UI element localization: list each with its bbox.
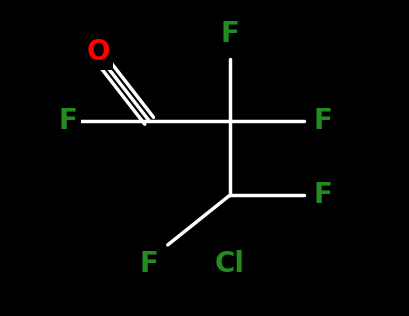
Text: F: F <box>59 107 78 135</box>
Text: F: F <box>220 20 239 48</box>
Text: Cl: Cl <box>214 250 244 277</box>
Text: F: F <box>139 250 158 277</box>
Text: F: F <box>313 107 332 135</box>
Text: O: O <box>86 39 109 66</box>
Text: F: F <box>313 181 332 209</box>
